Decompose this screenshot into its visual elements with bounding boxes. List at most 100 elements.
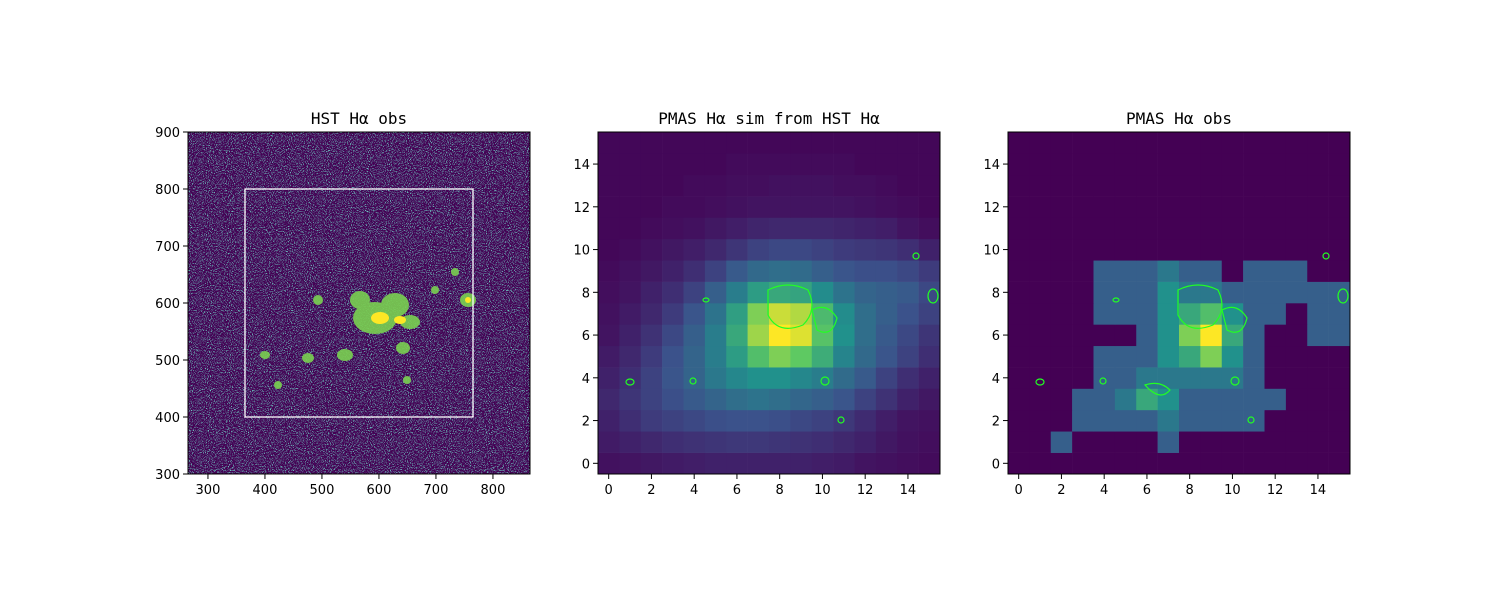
y-tick-label: 8	[992, 286, 1000, 301]
contour	[1177, 284, 1223, 329]
heatmap-cell	[875, 367, 898, 389]
heatmap-cell	[1243, 452, 1265, 475]
heatmap-cell	[1029, 409, 1052, 432]
heatmap-cell	[1072, 132, 1094, 154]
heatmap-cell	[1157, 367, 1180, 389]
heatmap-cell	[683, 132, 706, 154]
y-tick-label: 8	[582, 286, 590, 301]
heatmap-cell	[598, 153, 620, 176]
heatmap-cell	[1029, 238, 1052, 261]
heatmap-cell	[854, 409, 877, 432]
heatmap-cell	[1307, 132, 1329, 154]
heatmap-cell	[1050, 260, 1073, 282]
y-tick-label: 4	[582, 372, 590, 387]
heatmap-cell	[811, 132, 834, 154]
heatmap-cell	[1179, 345, 1201, 368]
heatmap-cell	[1221, 388, 1244, 411]
heatmap-cell	[1243, 345, 1265, 368]
heatmap-cell	[704, 217, 727, 240]
heatmap-cell	[704, 345, 727, 368]
contour	[1112, 297, 1120, 303]
heatmap-cell	[1093, 238, 1116, 261]
heatmap-cell	[598, 367, 620, 389]
heatmap-cell	[1093, 174, 1116, 197]
heatmap-cell	[918, 174, 941, 197]
heatmap-cell	[833, 345, 855, 368]
heatmap-cell	[747, 238, 770, 261]
x-tick-label: 14	[1310, 483, 1327, 498]
heatmap-cell	[747, 132, 770, 154]
heatmap-cell	[769, 132, 791, 154]
heatmap-cell	[1114, 132, 1137, 154]
heatmap-cell	[1157, 409, 1180, 432]
y-tick-label: 700	[155, 240, 180, 255]
heatmap-cell	[1285, 452, 1308, 475]
heatmap-cell	[1157, 324, 1180, 347]
heatmap-cell	[833, 431, 855, 453]
heatmap-cell	[619, 367, 642, 389]
heatmap-cell	[662, 260, 684, 282]
heatmap-cell	[854, 345, 877, 368]
heatmap-cell	[875, 174, 898, 197]
heatmap-cell	[790, 217, 813, 240]
contour	[927, 288, 939, 304]
x-tick-label: 600	[367, 483, 392, 498]
heatmap-cell	[726, 345, 748, 368]
heatmap-cell	[683, 431, 706, 453]
heatmap-cell	[1072, 217, 1094, 240]
heatmap-cell	[1050, 431, 1073, 453]
heatmap-cell	[683, 153, 706, 176]
heatmap-cell	[598, 132, 620, 154]
heatmap-cell	[1264, 431, 1287, 453]
contour	[1221, 306, 1248, 333]
heatmap-cell	[726, 174, 748, 197]
heatmap-cell	[662, 345, 684, 368]
heatmap-cell	[1221, 260, 1244, 282]
panel-title: PMAS Hα obs	[1126, 109, 1232, 128]
heatmap-cell	[1264, 281, 1287, 304]
heatmap-cell	[1243, 196, 1265, 218]
heatmap-cell	[1157, 174, 1180, 197]
heatmap-cell	[704, 452, 727, 475]
heatmap-cell	[1243, 431, 1265, 453]
heatmap-cell	[683, 388, 706, 411]
heatmap-cell	[897, 260, 919, 282]
heatmap-cell	[769, 367, 791, 389]
heatmap-cell	[619, 303, 642, 325]
heatmap-cell	[1243, 238, 1265, 261]
heatmap-cell	[1136, 367, 1158, 389]
heatmap-cell	[811, 345, 834, 368]
heatmap-cell	[726, 217, 748, 240]
heatmap-cell	[790, 281, 813, 304]
y-tick-label: 300	[155, 468, 180, 483]
heatmap-cell	[811, 452, 834, 475]
heatmap-cell	[1179, 452, 1201, 475]
heatmap-cell	[1243, 303, 1265, 325]
heatmap-cell	[1328, 281, 1351, 304]
contour	[702, 297, 710, 303]
heatmap-cell	[1050, 217, 1073, 240]
heatmap-cell	[1179, 238, 1201, 261]
heatmap-cell	[747, 260, 770, 282]
heatmap-cell	[619, 388, 642, 411]
heatmap-cell	[1114, 153, 1137, 176]
heatmap-cell	[1008, 388, 1030, 411]
heatmap-cell	[747, 388, 770, 411]
heatmap-cell	[747, 452, 770, 475]
heatmap-cell	[1179, 409, 1201, 432]
heatmap-cell	[918, 153, 941, 176]
heatmap-cell	[1029, 217, 1052, 240]
heatmap-cell	[640, 260, 663, 282]
heatmap-cell	[918, 409, 941, 432]
heatmap-cell	[1307, 281, 1329, 304]
heatmap-cell	[769, 388, 791, 411]
heatmap-cell	[1328, 196, 1351, 218]
heatmap-cell	[1200, 132, 1223, 154]
heatmap-cell	[790, 431, 813, 453]
heatmap-cell	[683, 409, 706, 432]
heatmap-cell	[1008, 367, 1030, 389]
heatmap-cell	[747, 303, 770, 325]
x-tick-label: 6	[733, 483, 741, 498]
heatmap-cell	[640, 281, 663, 304]
heatmap-cell	[918, 388, 941, 411]
